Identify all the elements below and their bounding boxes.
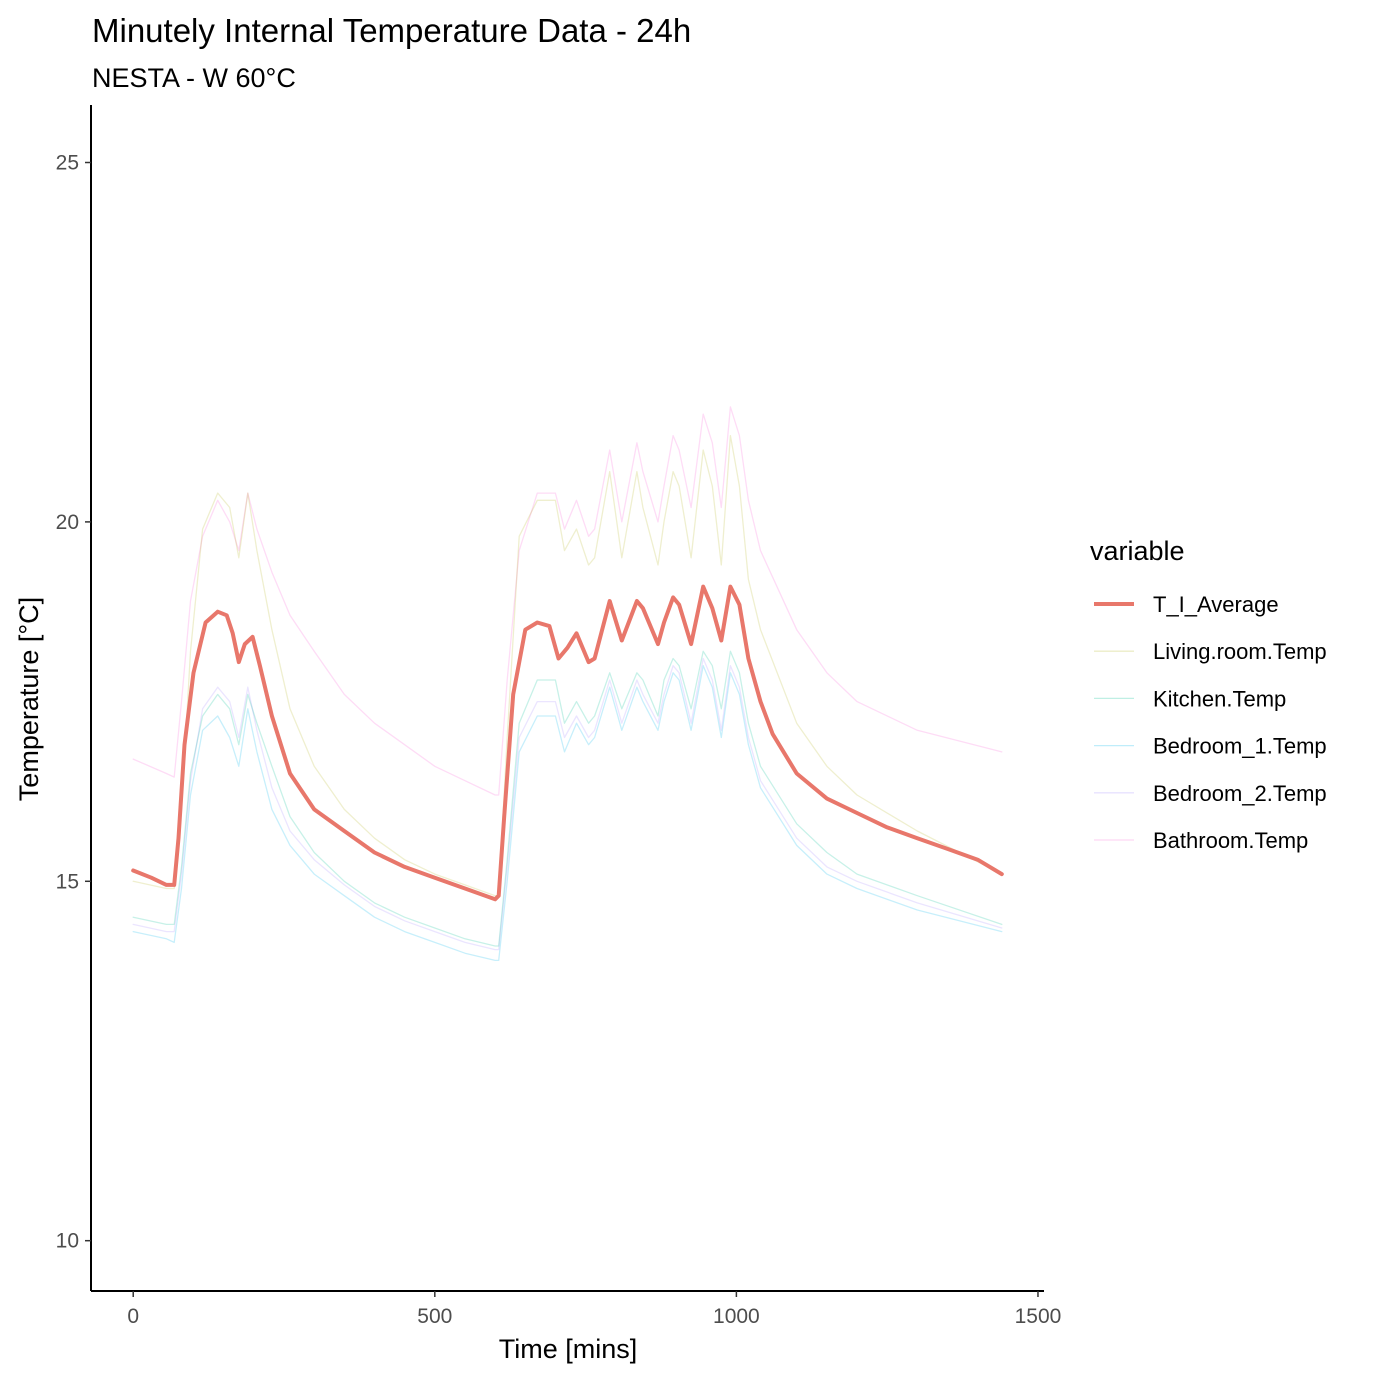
series-line-bedroom-2-temp (132, 657, 1003, 951)
legend-label: Bedroom_2.Temp (1153, 781, 1327, 806)
series-line-bedroom-1-temp (132, 665, 1003, 962)
legend-label: Kitchen.Temp (1153, 686, 1286, 711)
legend-label: Living.room.Temp (1153, 639, 1327, 664)
x-tick-label: 500 (417, 1305, 452, 1328)
legend-items: T_I_Average Living.room.Temp Kitchen.Temp B… (1094, 592, 1327, 853)
x-axis-ticks: 0 500 1000 1500 (127, 1291, 1061, 1328)
y-tick-label: 15 (56, 870, 79, 893)
series-layer (131, 406, 1004, 962)
legend-label: T_I_Average (1153, 592, 1279, 617)
legend-label: Bedroom_1.Temp (1153, 734, 1327, 759)
x-tick-label: 1500 (1015, 1305, 1062, 1328)
x-tick-label: 1000 (713, 1305, 760, 1328)
y-tick-label: 25 (56, 152, 79, 175)
y-axis-ticks: 10 15 20 25 (56, 152, 91, 1253)
y-tick-label: 20 (56, 511, 79, 534)
y-axis-title: Temperature [°C] (14, 597, 44, 801)
series-line-bathroom-temp (132, 406, 1003, 796)
plot-area: 10 15 20 25 0 500 1000 1500 (56, 105, 1061, 1328)
series-line-kitchen-temp (132, 650, 1003, 947)
chart-title: Minutely Internal Temperature Data - 24h (92, 12, 691, 49)
y-tick-label: 10 (56, 1230, 79, 1253)
legend-title: variable (1090, 536, 1185, 566)
x-axis-title: Time [mins] (499, 1334, 638, 1364)
series-line-living-room-temp (132, 434, 1003, 897)
legend-label: Bathroom.Temp (1153, 828, 1308, 853)
series-line-t-i-average (131, 584, 1004, 902)
legend: variable T_I_Average Living.room.Temp Kitc… (1090, 536, 1327, 853)
chart-subtitle: NESTA - W 60°C (92, 63, 296, 93)
x-tick-label: 0 (127, 1305, 139, 1328)
